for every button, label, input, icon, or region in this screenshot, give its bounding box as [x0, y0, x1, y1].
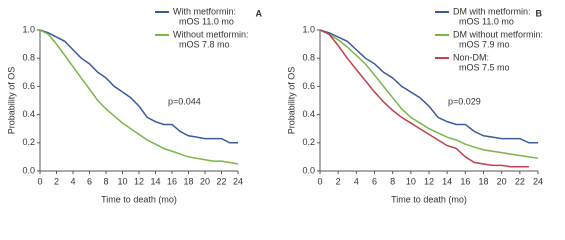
x-tick-label: 10	[117, 176, 127, 186]
y-tick-label: 0.4	[22, 109, 35, 119]
legend-note: mOS 11.0 mo	[459, 16, 514, 26]
y-tick-label: 0.2	[22, 137, 35, 147]
survival-curve	[319, 29, 539, 160]
legend-note: mOS 7.8 mo	[179, 39, 230, 49]
x-tick-label: 22	[216, 176, 226, 186]
annotation: p=0.029	[448, 96, 481, 106]
x-tick-label: 0	[317, 176, 322, 186]
y-tick-label: 1.0	[22, 24, 35, 34]
x-tick-label: 14	[150, 176, 160, 186]
legend-note: mOS 7.5 mo	[459, 62, 510, 72]
x-tick-label: 24	[533, 176, 543, 186]
y-tick-label: 0.8	[22, 53, 35, 63]
legend-note: mOS 7.9 mo	[459, 39, 510, 49]
x-tick-label: 18	[478, 176, 488, 186]
legend-label: DM with metformin:	[453, 6, 531, 16]
x-tick-label: 18	[183, 176, 193, 186]
x-tick-label: 14	[442, 176, 452, 186]
x-tick-label: 20	[497, 176, 507, 186]
legend-label: Without metformin:	[173, 29, 249, 39]
y-tick-label: 0.2	[302, 137, 315, 147]
x-tick-label: 24	[233, 176, 243, 186]
x-tick-label: 0	[37, 176, 42, 186]
y-axis-label: Probability of OS	[286, 67, 296, 135]
x-tick-label: 12	[134, 176, 144, 186]
x-tick-label: 22	[515, 176, 525, 186]
x-tick-label: 16	[460, 176, 470, 186]
figure: 0.00.20.40.60.81.00 2 4 6 8 10 12 14 16 18 20 22 24T…	[6, 6, 543, 204]
x-tick-label: 4	[70, 176, 75, 186]
x-tick-label: 2	[336, 176, 341, 186]
x-tick-label: 8	[103, 176, 108, 186]
x-tick-label: 16	[167, 176, 177, 186]
y-tick-label: 1.0	[302, 24, 315, 34]
y-tick-label: 0.8	[302, 53, 315, 63]
y-axis-label: Probability of OS	[6, 67, 16, 135]
legend-label: Non-DM:	[453, 52, 489, 62]
survival-curve	[319, 29, 529, 168]
x-tick-label: 12	[424, 176, 434, 186]
legend-label: With metformin:	[173, 6, 236, 16]
panel-label: A	[256, 8, 263, 18]
y-tick-label: 0.0	[302, 165, 315, 175]
x-axis-label: Time to death (mo)	[101, 194, 177, 204]
survival-curve	[39, 29, 238, 144]
y-tick-label: 0.4	[302, 109, 315, 119]
legend-label: DM without metformin:	[453, 29, 543, 39]
legend-note: mOS 11.0 mo	[179, 16, 234, 26]
x-tick-label: 6	[372, 176, 377, 186]
x-tick-label: 8	[390, 176, 395, 186]
page: 0.0 0.2 0.4 0.6 0.8 1.0 0 2 4 6 8 10 12 14 16 18 20 22 24 T…	[6, 6, 544, 205]
x-tick-label: 4	[354, 176, 359, 186]
survival-curve	[319, 29, 538, 144]
x-tick-label: 10	[406, 176, 416, 186]
y-tick-label: 0.6	[22, 81, 35, 91]
y-tick-label: 0.0	[22, 165, 35, 175]
x-tick-label: 6	[87, 176, 92, 186]
x-tick-label: 20	[200, 176, 210, 186]
annotation: p=0.044	[168, 96, 201, 106]
survival-curve	[39, 29, 239, 165]
panel-label: B	[536, 8, 543, 18]
x-axis-label: Time to death (mo)	[391, 194, 467, 204]
y-tick-label: 0.6	[302, 81, 315, 91]
x-tick-label: 2	[54, 176, 59, 186]
